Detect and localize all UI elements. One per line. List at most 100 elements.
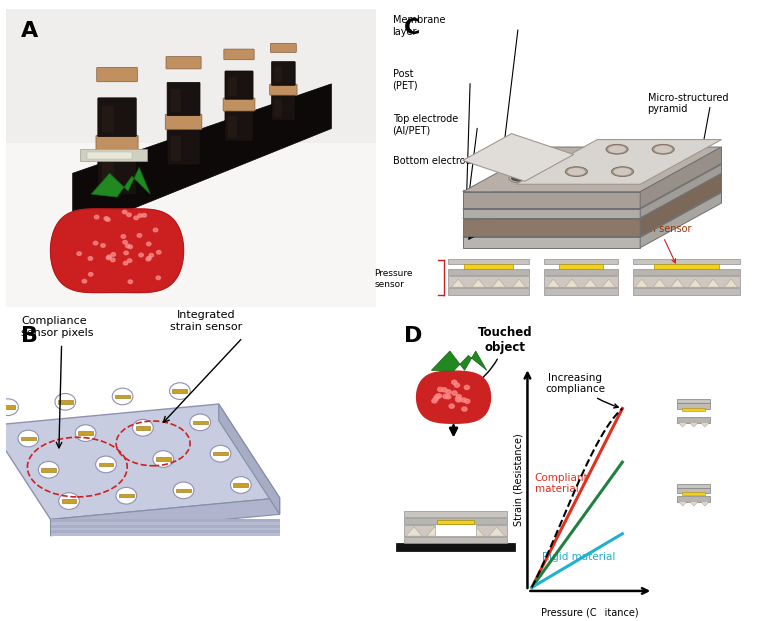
FancyBboxPatch shape <box>6 9 376 307</box>
FancyBboxPatch shape <box>682 407 705 410</box>
FancyBboxPatch shape <box>99 463 113 466</box>
Ellipse shape <box>591 156 611 165</box>
Text: Post
(PET): Post (PET) <box>393 69 418 91</box>
Polygon shape <box>451 279 465 287</box>
Polygon shape <box>463 192 640 208</box>
Polygon shape <box>725 279 738 287</box>
Circle shape <box>443 394 448 399</box>
Polygon shape <box>517 173 561 176</box>
FancyBboxPatch shape <box>677 404 711 409</box>
Ellipse shape <box>567 168 585 175</box>
FancyBboxPatch shape <box>166 114 202 129</box>
FancyBboxPatch shape <box>96 135 138 153</box>
Circle shape <box>437 388 443 391</box>
Polygon shape <box>640 165 721 218</box>
Text: Integrated
strain sensor: Integrated strain sensor <box>169 310 242 332</box>
FancyBboxPatch shape <box>224 49 254 60</box>
Circle shape <box>434 397 438 401</box>
Circle shape <box>123 240 127 244</box>
Circle shape <box>454 383 460 388</box>
Polygon shape <box>91 167 150 197</box>
Polygon shape <box>579 173 623 176</box>
Circle shape <box>456 398 461 402</box>
FancyBboxPatch shape <box>270 84 297 95</box>
Circle shape <box>156 250 161 254</box>
Ellipse shape <box>654 145 672 153</box>
FancyBboxPatch shape <box>233 483 248 487</box>
Polygon shape <box>565 279 578 287</box>
FancyBboxPatch shape <box>633 269 740 275</box>
FancyBboxPatch shape <box>529 258 544 296</box>
FancyBboxPatch shape <box>677 417 711 422</box>
Polygon shape <box>472 279 485 287</box>
Polygon shape <box>463 237 640 248</box>
Text: B: B <box>21 325 38 346</box>
Circle shape <box>106 256 111 260</box>
Circle shape <box>59 492 79 509</box>
Circle shape <box>452 391 457 395</box>
FancyBboxPatch shape <box>171 89 181 112</box>
Circle shape <box>111 258 115 262</box>
FancyBboxPatch shape <box>677 496 711 502</box>
Ellipse shape <box>606 144 628 154</box>
Text: Compliance
sensor pixels: Compliance sensor pixels <box>21 316 93 338</box>
FancyBboxPatch shape <box>171 135 181 161</box>
Circle shape <box>142 214 146 217</box>
Circle shape <box>465 399 470 403</box>
Ellipse shape <box>558 174 579 183</box>
Circle shape <box>105 218 110 221</box>
FancyBboxPatch shape <box>97 68 137 82</box>
Text: Rigid material: Rigid material <box>542 553 615 563</box>
Polygon shape <box>447 527 464 536</box>
FancyBboxPatch shape <box>58 400 72 404</box>
Circle shape <box>101 243 105 247</box>
Circle shape <box>127 259 132 263</box>
Ellipse shape <box>509 174 529 183</box>
Ellipse shape <box>608 174 628 183</box>
Text: Touched
object: Touched object <box>472 326 533 386</box>
FancyBboxPatch shape <box>172 389 187 393</box>
Circle shape <box>462 407 467 411</box>
Ellipse shape <box>511 175 527 181</box>
Ellipse shape <box>544 157 560 164</box>
FancyBboxPatch shape <box>272 61 295 85</box>
Circle shape <box>156 276 160 279</box>
FancyBboxPatch shape <box>448 259 529 265</box>
FancyBboxPatch shape <box>88 152 132 159</box>
Polygon shape <box>671 279 684 287</box>
Circle shape <box>128 245 132 248</box>
Circle shape <box>128 280 132 284</box>
Circle shape <box>104 217 109 220</box>
FancyBboxPatch shape <box>274 99 282 117</box>
FancyBboxPatch shape <box>116 395 130 398</box>
Circle shape <box>461 398 466 402</box>
Polygon shape <box>635 279 648 287</box>
Text: Bottom electrode (Al/PET): Bottom electrode (Al/PET) <box>393 155 518 165</box>
FancyBboxPatch shape <box>6 143 376 307</box>
Ellipse shape <box>610 175 627 181</box>
Polygon shape <box>463 219 640 237</box>
FancyBboxPatch shape <box>225 71 253 99</box>
Ellipse shape <box>614 168 631 175</box>
Circle shape <box>121 235 126 238</box>
FancyBboxPatch shape <box>213 452 228 455</box>
Polygon shape <box>427 527 443 536</box>
FancyBboxPatch shape <box>618 258 633 296</box>
Ellipse shape <box>608 145 626 153</box>
Text: Membrane
layer: Membrane layer <box>393 16 445 37</box>
Polygon shape <box>417 371 490 424</box>
FancyBboxPatch shape <box>403 511 507 517</box>
FancyBboxPatch shape <box>79 432 93 435</box>
FancyBboxPatch shape <box>156 457 171 461</box>
Circle shape <box>153 451 173 468</box>
FancyBboxPatch shape <box>21 437 35 440</box>
Circle shape <box>88 256 92 260</box>
FancyBboxPatch shape <box>270 43 296 52</box>
Circle shape <box>138 214 142 217</box>
FancyBboxPatch shape <box>225 110 253 141</box>
Polygon shape <box>678 502 687 506</box>
FancyBboxPatch shape <box>98 98 136 137</box>
Polygon shape <box>51 530 280 533</box>
Ellipse shape <box>641 156 661 165</box>
Polygon shape <box>463 174 721 219</box>
